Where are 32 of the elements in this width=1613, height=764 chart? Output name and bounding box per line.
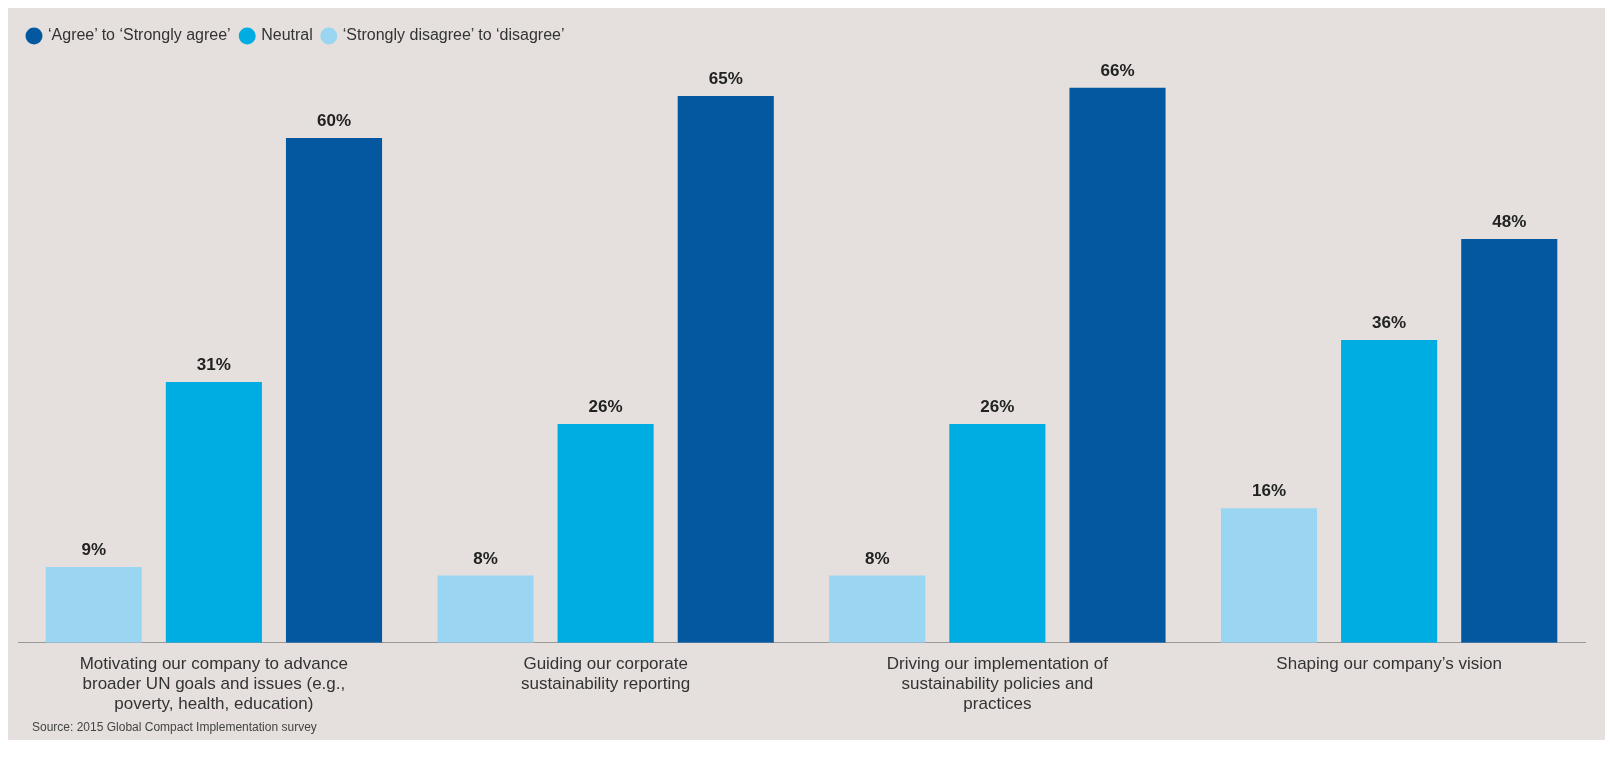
data-label: 31% (196, 355, 231, 375)
bar (557, 424, 654, 643)
data-label: 26% (588, 397, 623, 417)
x-tick-label: Motivating our company to advance broader UN goals and issues (e.g., poverty, health, education) (79, 653, 349, 714)
source-note: Source: 2015 Global Compact Implementation survey (31, 719, 318, 736)
legend-label: Neutral (261, 26, 313, 44)
bar (829, 575, 926, 643)
data-label: 16% (1251, 481, 1286, 501)
data-label: 36% (1372, 313, 1407, 333)
bar (285, 138, 383, 643)
x-tick-label: Shaping our company’s vision (1276, 653, 1502, 673)
data-label: 8% (864, 548, 890, 568)
legend-label: ‘Agree’ to ‘Strongly agree’ (48, 26, 231, 44)
legend-label: ‘Strongly disagree’ to ‘disagree’ (342, 26, 565, 44)
data-label: 9% (81, 540, 107, 560)
bar (45, 567, 142, 643)
x-tick-label: Driving our implementation of sustainability policies and practices (886, 653, 1109, 714)
bar (949, 424, 1046, 643)
bar (165, 382, 262, 643)
bar (1220, 508, 1318, 643)
data-label: 26% (980, 397, 1015, 417)
bar (1069, 87, 1166, 643)
bar (437, 575, 534, 643)
data-label: 48% (1492, 212, 1527, 232)
data-label: 60% (317, 111, 352, 131)
data-label: 66% (1100, 60, 1135, 80)
data-label: 65% (708, 69, 743, 89)
x-tick-label: Guiding our corporate sustainability reporting (521, 653, 691, 694)
bar (1461, 239, 1558, 643)
bar (677, 96, 774, 643)
data-label: 8% (473, 548, 498, 568)
bar (1341, 339, 1438, 643)
